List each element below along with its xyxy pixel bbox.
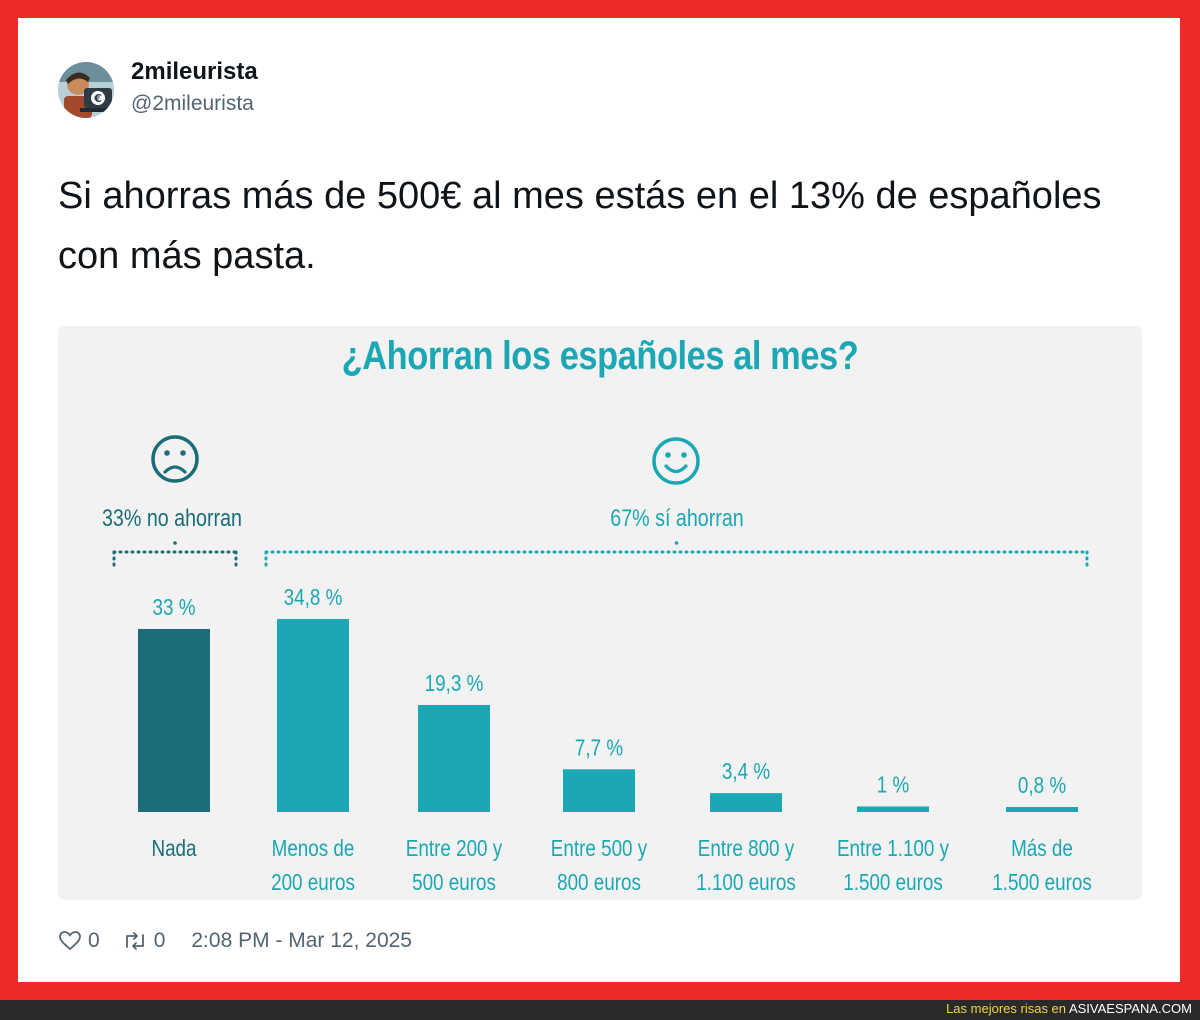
happy-face-icon-mouth [664,464,688,474]
group-label-save: 67% sí ahorran [610,504,743,531]
category-label-6-1: Entre 1.100 y [837,836,950,861]
watermark-brand: ASIVAESPANA.COM [1068,1001,1192,1016]
bar-2 [277,619,349,812]
category-label-3-2: 500 euros [412,870,496,895]
watermark-bar: Las mejores risas en ASIVAESPANA.COM [0,1000,1200,1020]
category-label-5-2: 1.100 euros [696,870,796,895]
retweet-icon [125,932,144,950]
sad-face-icon-right-eye [180,450,186,456]
category-label-7-1: Más de [1011,836,1073,861]
category-label-7-2: 1.500 euros [992,870,1092,895]
data-label-4: 7,7 % [575,736,623,761]
display-name[interactable]: 2mileurista [131,58,258,85]
heart-icon [59,931,81,951]
tweet-footer: 0 0 2:08 PM - Mar 12, 2025 [58,926,412,956]
avatar-illustration-icon: € [58,62,114,118]
bar-7 [1006,807,1078,812]
tweet-card: € 2mileurista @2mileurista Si ahorras má… [18,18,1180,982]
no-save-bracket-center-dot [173,541,177,545]
timestamp[interactable]: 2:08 PM - Mar 12, 2025 [191,929,412,952]
happy-face-icon-outline [652,437,700,485]
category-label-4-1: Entre 500 y [551,836,648,861]
category-label-1-1: Nada [151,836,196,861]
retweet-count: 0 [153,929,166,952]
svg-text:€: € [93,92,102,105]
data-label-6: 1 % [877,773,909,798]
watermark-prefix: Las mejores risas en [946,1001,1067,1016]
category-label-2-2: 200 euros [271,870,355,895]
data-label-2: 34,8 % [284,585,343,610]
chart-title: ¿Ahorran los españoles al mes? [341,334,859,378]
watermark[interactable]: Las mejores risas en ASIVAESPANA.COM [946,1001,1192,1016]
category-label-2-1: Menos de [272,836,355,861]
bar-1 [138,628,210,812]
retweet-button[interactable]: 0 [122,929,166,953]
data-label-5: 3,4 % [722,759,770,784]
bar-5 [710,793,782,812]
bar-4 [563,769,635,812]
happy-face-icon-left-eye [665,452,671,458]
happy-face-icon-right-eye [681,452,687,458]
group-label-no-save: 33% no ahorran [102,504,242,531]
avatar[interactable]: € [58,62,114,118]
tweet-text: Si ahorras más de 500€ al mes estás en e… [58,175,1102,277]
like-count: 0 [88,929,100,952]
user-handle[interactable]: @2mileurista [131,92,254,115]
data-label-3: 19,3 % [425,671,484,696]
category-label-6-2: 1.500 euros [843,870,943,895]
like-button[interactable]: 0 [58,929,100,953]
save-bracket-center-dot [674,541,679,545]
chart-image[interactable]: ¿Ahorran los españoles al mes? 33 % Nada 3… [58,326,1142,900]
sad-face-icon-left-eye [164,450,170,456]
savings-bar-chart: 33 % Nada 34,8 % Menos de 200 euros 19,3 % Ent… [102,435,1092,895]
category-label-5-1: Entre 800 y [698,836,795,861]
bar-3 [418,704,490,812]
data-label-1: 33 % [153,595,196,620]
sad-face-icon-mouth [163,465,187,474]
category-label-4-2: 800 euros [557,870,641,895]
bar-6 [857,806,929,812]
category-label-3-1: Entre 200 y [406,836,503,861]
sad-face-icon-outline [151,435,199,483]
data-label-7: 0,8 % [1018,773,1066,798]
